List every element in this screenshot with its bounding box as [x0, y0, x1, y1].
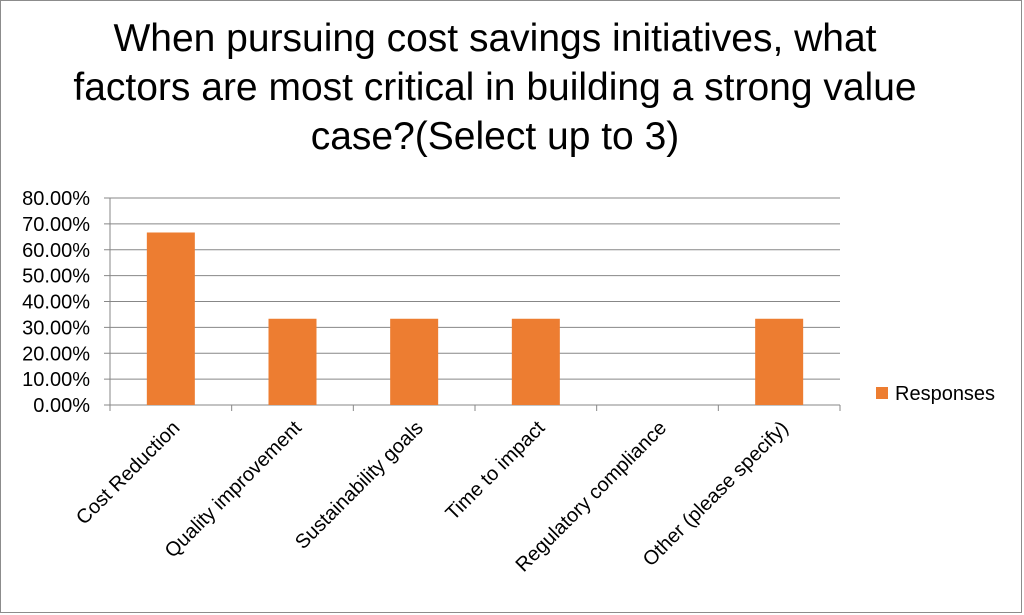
- y-tick-label: 10.00%: [22, 369, 90, 391]
- bar: [146, 232, 195, 405]
- x-tick-label: Sustainability goals: [291, 417, 428, 554]
- y-tick-label: 70.00%: [22, 214, 90, 236]
- y-tick-label: 60.00%: [22, 240, 90, 262]
- x-tick-label: Cost Reduction: [72, 417, 184, 529]
- bar: [511, 318, 560, 405]
- chart-title: When pursuing cost savings initiatives, …: [73, 17, 917, 158]
- bar: [390, 318, 439, 405]
- x-tick-label: Quality improvement: [161, 417, 307, 563]
- y-tick-label: 20.00%: [22, 343, 90, 365]
- legend-label: Responses: [895, 383, 995, 405]
- x-tick-label: Time to impact: [442, 417, 550, 525]
- y-tick-label: 50.00%: [22, 266, 90, 288]
- y-tick-label: 30.00%: [22, 317, 90, 339]
- y-tick-label: 0.00%: [33, 395, 90, 417]
- legend-swatch: [876, 387, 888, 399]
- y-tick-label: 80.00%: [22, 188, 90, 210]
- y-tick-label: 40.00%: [22, 292, 90, 314]
- bar: [268, 318, 317, 405]
- bar: [755, 318, 804, 405]
